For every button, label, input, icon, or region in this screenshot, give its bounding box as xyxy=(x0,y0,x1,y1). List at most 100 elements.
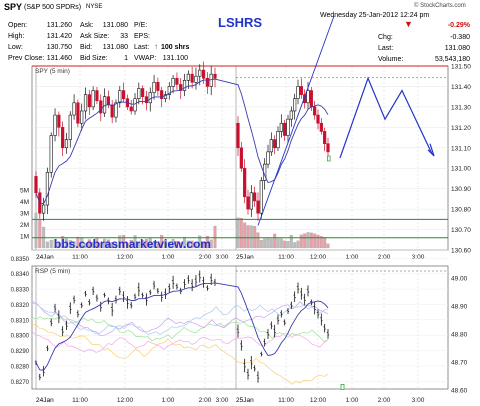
volume-bar xyxy=(129,239,133,249)
price-candle xyxy=(80,110,84,124)
volume-bar xyxy=(309,232,313,249)
volume-bar xyxy=(125,242,129,249)
price-tick-label: 131.10 xyxy=(451,145,471,152)
volume-bar xyxy=(133,235,137,249)
volume-bar xyxy=(68,240,72,249)
rsp-x-tick-label: 1:00 xyxy=(162,397,175,404)
volume-bar xyxy=(118,235,122,249)
volume-bar xyxy=(306,232,310,249)
volume-bar xyxy=(64,238,68,249)
rsp-x-tick-label: 24Jan xyxy=(36,397,54,404)
rsp-comparison-line xyxy=(31,324,329,385)
rsp-right-tick-label: 48.90 xyxy=(451,304,468,311)
price-candle xyxy=(190,73,194,83)
rsp-comparison-line xyxy=(31,331,329,353)
volume-bar xyxy=(156,242,160,249)
volume-tick-label: 3M xyxy=(20,211,29,218)
projection-arrowhead xyxy=(427,143,435,157)
volume-bar xyxy=(243,222,247,249)
volume-bar xyxy=(319,236,323,249)
price-candle xyxy=(236,122,240,149)
volume-bar xyxy=(167,241,171,249)
rsp-right-tick-label: 48.80 xyxy=(451,332,468,339)
price-candle xyxy=(72,102,76,116)
price-x-tick-label: 2:00 xyxy=(199,254,212,261)
volume-bar xyxy=(186,240,190,249)
price-candle xyxy=(152,82,156,93)
rsp-right-tick-label: 48.70 xyxy=(451,360,468,367)
bidsize-label: Bid Size: xyxy=(80,55,108,62)
volume-bar xyxy=(144,238,148,249)
volume-bar xyxy=(313,233,317,249)
rsp-comparison-line xyxy=(31,301,329,337)
price-candle xyxy=(160,90,164,100)
price-candle xyxy=(198,69,202,77)
volume-tick-label: 2M xyxy=(20,222,29,229)
price-candle xyxy=(118,90,122,104)
price-x-tick-label: 3:00 xyxy=(412,254,425,261)
up-arrow-icon: ↑ xyxy=(154,42,158,51)
price-candle xyxy=(182,80,187,91)
copyright: © StockCharts.com xyxy=(414,3,466,9)
volume-label: Volume: xyxy=(378,56,404,63)
chgpct-value: -0.29% xyxy=(447,22,470,29)
price-candle xyxy=(276,131,280,149)
open-label: Open: xyxy=(8,22,28,29)
price-candle xyxy=(194,75,198,83)
volume-bar xyxy=(303,233,307,249)
price-x-tick-label: 12:00 xyxy=(117,254,134,261)
volume-value: 53,543,180 xyxy=(434,56,470,63)
last-value: 131.080 xyxy=(444,45,470,52)
volume-bar xyxy=(213,225,217,249)
rsp-x-tick-label: 25Jan xyxy=(236,397,254,404)
rsp-left-tick-label: 0.8270 xyxy=(11,380,30,386)
rsp-x-tick-label: 12:00 xyxy=(310,397,327,404)
volume-bar xyxy=(38,219,42,249)
volume-tick-label: 4M xyxy=(20,199,29,206)
low-label: Low: xyxy=(8,44,23,51)
volume-bar xyxy=(326,243,330,249)
price-candle xyxy=(201,69,206,79)
volume-bar xyxy=(76,236,80,249)
volume-bar xyxy=(53,239,57,249)
volume-bar xyxy=(175,240,179,249)
volume-tick-label: 5M xyxy=(20,188,29,195)
price-candle xyxy=(34,176,38,194)
volume-bar xyxy=(103,238,107,249)
volume-bar xyxy=(296,240,300,249)
asksize-value: 33 xyxy=(120,33,128,40)
volume-bar xyxy=(183,236,187,249)
volume-bar xyxy=(263,238,267,249)
rsp-x-tick-label: 11:00 xyxy=(278,397,294,404)
rsp-panel-frame xyxy=(31,265,449,390)
bid-label: Bid: xyxy=(80,44,93,51)
price-tick-label: 131.40 xyxy=(451,84,471,91)
price-candle xyxy=(106,96,110,106)
price-candle xyxy=(163,94,168,100)
rsp-left-tick-label: 0.8280 xyxy=(11,364,30,370)
volume-bar xyxy=(253,226,257,249)
pe-label: P/E: xyxy=(134,22,148,29)
volume-bar xyxy=(57,243,61,249)
price-candle xyxy=(289,110,293,120)
price-candle xyxy=(137,88,141,100)
price-candle xyxy=(91,90,95,108)
price-tick-label: 130.90 xyxy=(451,186,471,193)
chg-label: Chg: xyxy=(378,34,393,41)
price-candle xyxy=(306,90,310,104)
price-x-tick-label: 1:00 xyxy=(162,254,175,261)
price-x-tick-label: 2:00 xyxy=(378,254,391,261)
price-candle xyxy=(95,90,99,102)
price-candle xyxy=(205,77,209,87)
ask-value: 131.080 xyxy=(102,22,128,29)
volume-bar xyxy=(190,240,194,249)
price-candle xyxy=(171,77,175,87)
price-candle xyxy=(121,90,126,100)
price-candle xyxy=(57,114,61,128)
vwap-label: VWAP: xyxy=(134,55,157,62)
symbol-name: (S&P 500 SPDRs) xyxy=(24,4,82,11)
price-candle xyxy=(87,94,91,108)
price-candle xyxy=(49,135,53,173)
high-value: 131.420 xyxy=(46,33,72,40)
